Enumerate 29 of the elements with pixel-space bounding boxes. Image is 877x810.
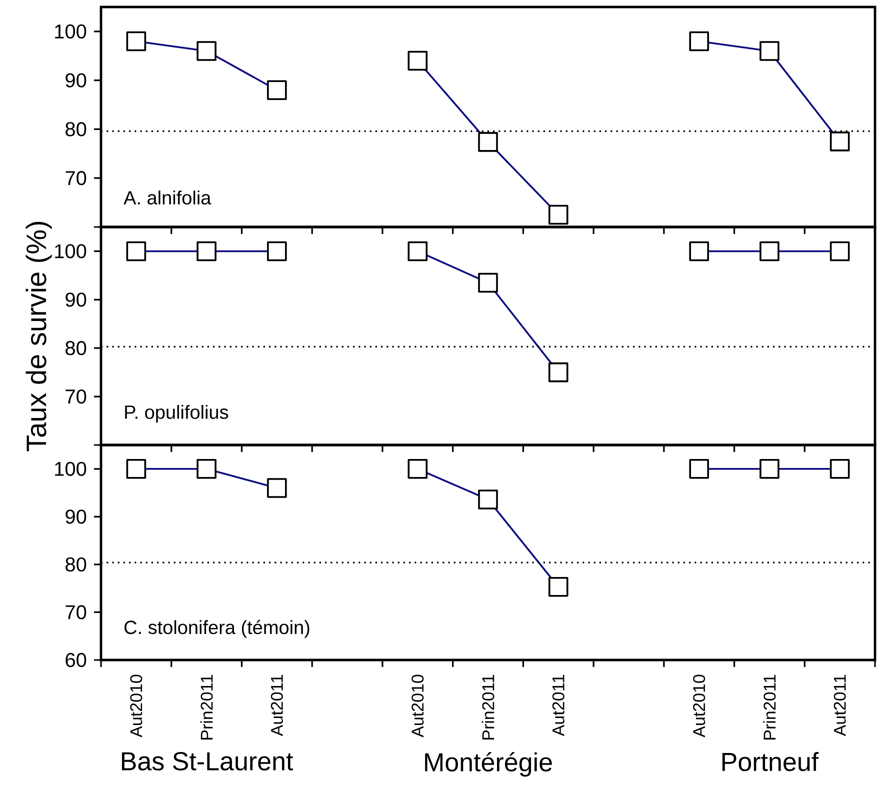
y-tick-label: 100 bbox=[55, 24, 86, 39]
y-tick-label: 60 bbox=[66, 652, 86, 668]
y-tick-label: 90 bbox=[66, 510, 86, 524]
y-tick-label: 80 bbox=[66, 341, 86, 356]
y-tick-label: 70 bbox=[66, 171, 86, 186]
y-tick-label: 70 bbox=[66, 389, 86, 404]
text: Bas St-Laurent bbox=[122, 752, 294, 770]
y-tick-label: 100 bbox=[55, 244, 86, 258]
text: Montérégie bbox=[425, 752, 552, 777]
annotation: C. stolonifera (témoin) bbox=[124, 620, 310, 638]
x-tick-label: Prin2011 bbox=[482, 674, 494, 740]
y-tick-label: 70 bbox=[66, 605, 86, 620]
y-tick-label: 90 bbox=[66, 292, 86, 307]
annotation: A. alnifolia bbox=[124, 190, 212, 205]
x-tick-label: Aut2010 bbox=[693, 674, 706, 738]
annotation: P. opulifolius bbox=[125, 404, 228, 423]
x-tick-label: Aut2010 bbox=[130, 674, 142, 738]
y-tick-label: 80 bbox=[66, 557, 86, 572]
y-tick-label: 80 bbox=[66, 122, 86, 136]
x-tick-label: Aut2010 bbox=[412, 674, 424, 738]
text: Portneuf bbox=[722, 752, 819, 772]
x-tick-label: Aut2011 bbox=[834, 674, 846, 736]
x-tick-label: Prin2011 bbox=[763, 674, 776, 740]
y-tick-label: 100 bbox=[55, 462, 86, 476]
x-tick-label: Prin2011 bbox=[200, 674, 213, 740]
y-axis-title: Taux de survie (%) bbox=[26, 222, 52, 452]
y-tick-label: 90 bbox=[66, 73, 86, 88]
x-tick-label: Aut2011 bbox=[552, 674, 564, 736]
x-tick-label: Aut2011 bbox=[270, 674, 283, 736]
